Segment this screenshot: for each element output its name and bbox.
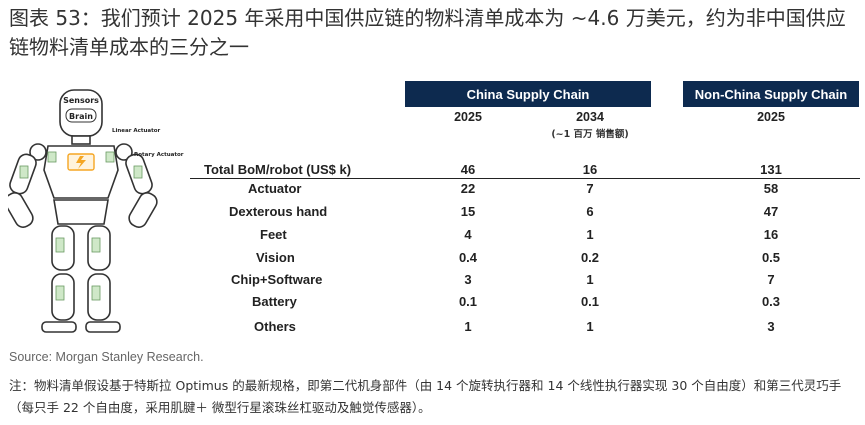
cell-value: 0.1 — [458, 294, 478, 309]
col-year-china-2034: 2034 — [576, 110, 604, 124]
sensors-label: Sensors — [63, 96, 99, 105]
robot-torso — [43, 145, 119, 199]
cell-value: 0.4 — [458, 250, 478, 265]
table-row: Battery 0.1 0.1 0.3 — [190, 292, 860, 314]
row-label: Chip+Software — [231, 272, 323, 287]
non-china-supply-chain-header: Non-China Supply Chain — [683, 81, 859, 107]
cell-value: 4 — [464, 227, 472, 242]
footnote: 注：物料清单假设基于特斯拉 Optimus 的最新规格，即第二代机身部件（由 1… — [9, 378, 842, 415]
row-label: Vision — [256, 250, 295, 265]
cell-value: 7 — [586, 181, 594, 196]
cell-value: 0.1 — [580, 294, 600, 309]
cell-value: 16 — [582, 162, 598, 177]
cell-value: 3 — [464, 272, 472, 287]
row-label: Actuator — [248, 181, 302, 196]
linear-actuator-label: Linear Actuator — [112, 128, 161, 134]
cell-value: 1 — [586, 272, 594, 287]
table-row: Vision 0.4 0.2 0.5 — [190, 248, 860, 270]
cell-value: 131 — [760, 162, 782, 177]
left-shoulder — [29, 143, 47, 161]
col-year-china-2025: 2025 — [454, 110, 482, 124]
row-label: Total BoM/robot (US$ k) — [204, 162, 352, 177]
row-label: Dexterous hand — [229, 204, 328, 219]
cell-value: 16 — [763, 227, 779, 242]
bom-table: China Supply Chain Non-China Supply Chai… — [190, 80, 860, 340]
table-row: Total BoM/robot (US$ k) 46 16 131 — [190, 160, 860, 182]
cell-value: 46 — [460, 162, 476, 177]
china-supply-chain-header: China Supply Chain — [405, 81, 651, 107]
table-row: Dexterous hand 15 6 47 — [190, 202, 860, 224]
robot-hips — [53, 199, 109, 225]
right-forearm — [128, 192, 158, 228]
source-line: Source: Morgan Stanley Research. — [9, 350, 204, 364]
rotary-actuator-label: Rotary Actuator — [134, 152, 184, 158]
cell-value: 1 — [464, 319, 472, 334]
cell-value: 0.2 — [580, 250, 600, 265]
cell-value: 6 — [586, 204, 594, 219]
cell-value: 58 — [763, 181, 779, 196]
cell-value: 3 — [767, 319, 775, 334]
col-sub-china-2034: (~1 百万 销售额) — [551, 129, 629, 140]
cell-value: 0.5 — [761, 250, 781, 265]
row-label: Feet — [260, 227, 287, 242]
left-forearm — [8, 192, 34, 228]
right-shoulder — [115, 143, 133, 161]
figure-title: 图表 53：我们预计 2025 年采用中国供应链的物料清单成本为 ~4.6 万美… — [9, 6, 846, 59]
robot-illustration: Sensors Brain Linear Actuator Rotary Act… — [8, 89, 184, 333]
cell-value: 7 — [767, 272, 775, 287]
table-row: Actuator 22 7 58 — [190, 179, 860, 201]
cell-value: 47 — [763, 204, 779, 219]
table-row: Others 1 1 3 — [190, 317, 860, 339]
right-foot — [85, 321, 121, 333]
cell-value: 22 — [460, 181, 476, 196]
left-foot — [41, 321, 77, 333]
robot-neck — [71, 135, 91, 145]
col-year-nonchina-2025: 2025 — [757, 110, 785, 124]
cell-value: 15 — [460, 204, 476, 219]
table-row: Chip+Software 3 1 7 — [190, 270, 860, 292]
cell-value: 1 — [586, 227, 594, 242]
header-divider — [190, 178, 860, 179]
row-label: Battery — [252, 294, 297, 309]
row-label: Others — [254, 319, 296, 334]
table-row: Feet 4 1 16 — [190, 225, 860, 247]
cell-value: 0.3 — [761, 294, 781, 309]
brain-label: Brain — [69, 112, 93, 121]
cell-value: 1 — [586, 319, 594, 334]
